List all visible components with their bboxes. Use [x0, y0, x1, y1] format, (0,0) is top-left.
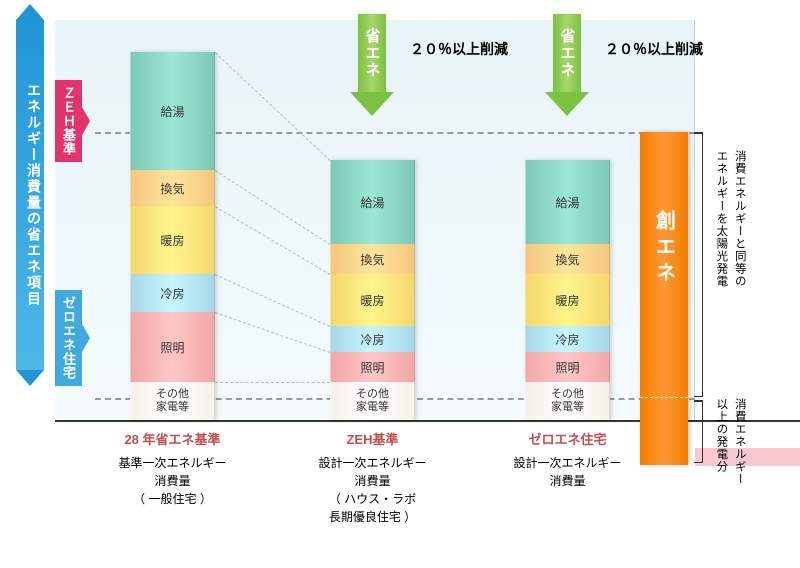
- arrow-label-2: 省エネ: [553, 14, 581, 92]
- segment-暖房: 暖房: [330, 274, 415, 326]
- energy-saving-arrow-2: 省エネ: [545, 14, 589, 116]
- axis-arrow-down: [16, 370, 44, 386]
- segment-冷房: 冷房: [525, 326, 610, 352]
- segment-換気: 換気: [330, 244, 415, 274]
- connector-line-5: [215, 382, 330, 383]
- tag-zeh-standard: ＺＥＨ基準: [55, 80, 82, 162]
- bracket-bottom: [693, 400, 703, 463]
- bracket-top: [693, 132, 703, 397]
- energy-generation-bar: [640, 132, 688, 465]
- arrow-label-1: 省エネ: [358, 14, 386, 92]
- segment-暖房: 暖房: [525, 274, 610, 326]
- side-note-solar: 消費エネルギーと同等のエネルギーを太陽光発電: [712, 150, 749, 288]
- column-label-2: ゼロエネ住宅設計一次エネルギー消費量: [495, 430, 640, 490]
- segment-照明: 照明: [525, 352, 610, 382]
- segment-その他家電等: その他 家電等: [130, 382, 215, 420]
- energy-column-0: その他 家電等照明冷房暖房換気給湯: [130, 52, 215, 420]
- segment-換気: 換気: [525, 244, 610, 274]
- segment-暖房: 暖房: [130, 206, 215, 274]
- segment-給湯: 給湯: [330, 160, 415, 244]
- energy-generation-label: 創エネ: [640, 210, 688, 288]
- segment-冷房: 冷房: [130, 274, 215, 312]
- segment-その他家電等: その他 家電等: [330, 382, 415, 420]
- column-label-0: 28 年省エネ基準基準一次エネルギー消費量（ 一般住宅 ）: [100, 430, 245, 508]
- segment-その他家電等: その他 家電等: [525, 382, 610, 420]
- energy-column-2: その他 家電等照明冷房暖房換気給湯: [525, 160, 610, 420]
- baseline: [55, 420, 800, 422]
- side-note-surplus: 消費エネルギー以上の発電分: [712, 398, 749, 486]
- tag-zero-energy: ゼロエネ住宅: [55, 290, 82, 386]
- segment-換気: 換気: [130, 170, 215, 206]
- segment-冷房: 冷房: [330, 326, 415, 352]
- column-label-1: ZEH基準設計一次エネルギー消費量（ ハウス・ラボ長期優良住宅 ）: [300, 430, 445, 526]
- reduction-text-2: ２０％以上削減: [605, 40, 703, 60]
- segment-照明: 照明: [330, 352, 415, 382]
- segment-給湯: 給湯: [525, 160, 610, 244]
- segment-照明: 照明: [130, 312, 215, 382]
- energy-column-1: その他 家電等照明冷房暖房換気給湯: [330, 160, 415, 420]
- orange-bar-divider: [640, 397, 688, 398]
- reduction-text-1: ２０％以上削減: [410, 40, 508, 60]
- axis-arrow-up: [16, 4, 44, 20]
- energy-saving-arrow-1: 省エネ: [350, 14, 394, 116]
- vertical-axis-label: エネルギー消費量の省エネ項目: [16, 20, 44, 370]
- segment-給湯: 給湯: [130, 52, 215, 170]
